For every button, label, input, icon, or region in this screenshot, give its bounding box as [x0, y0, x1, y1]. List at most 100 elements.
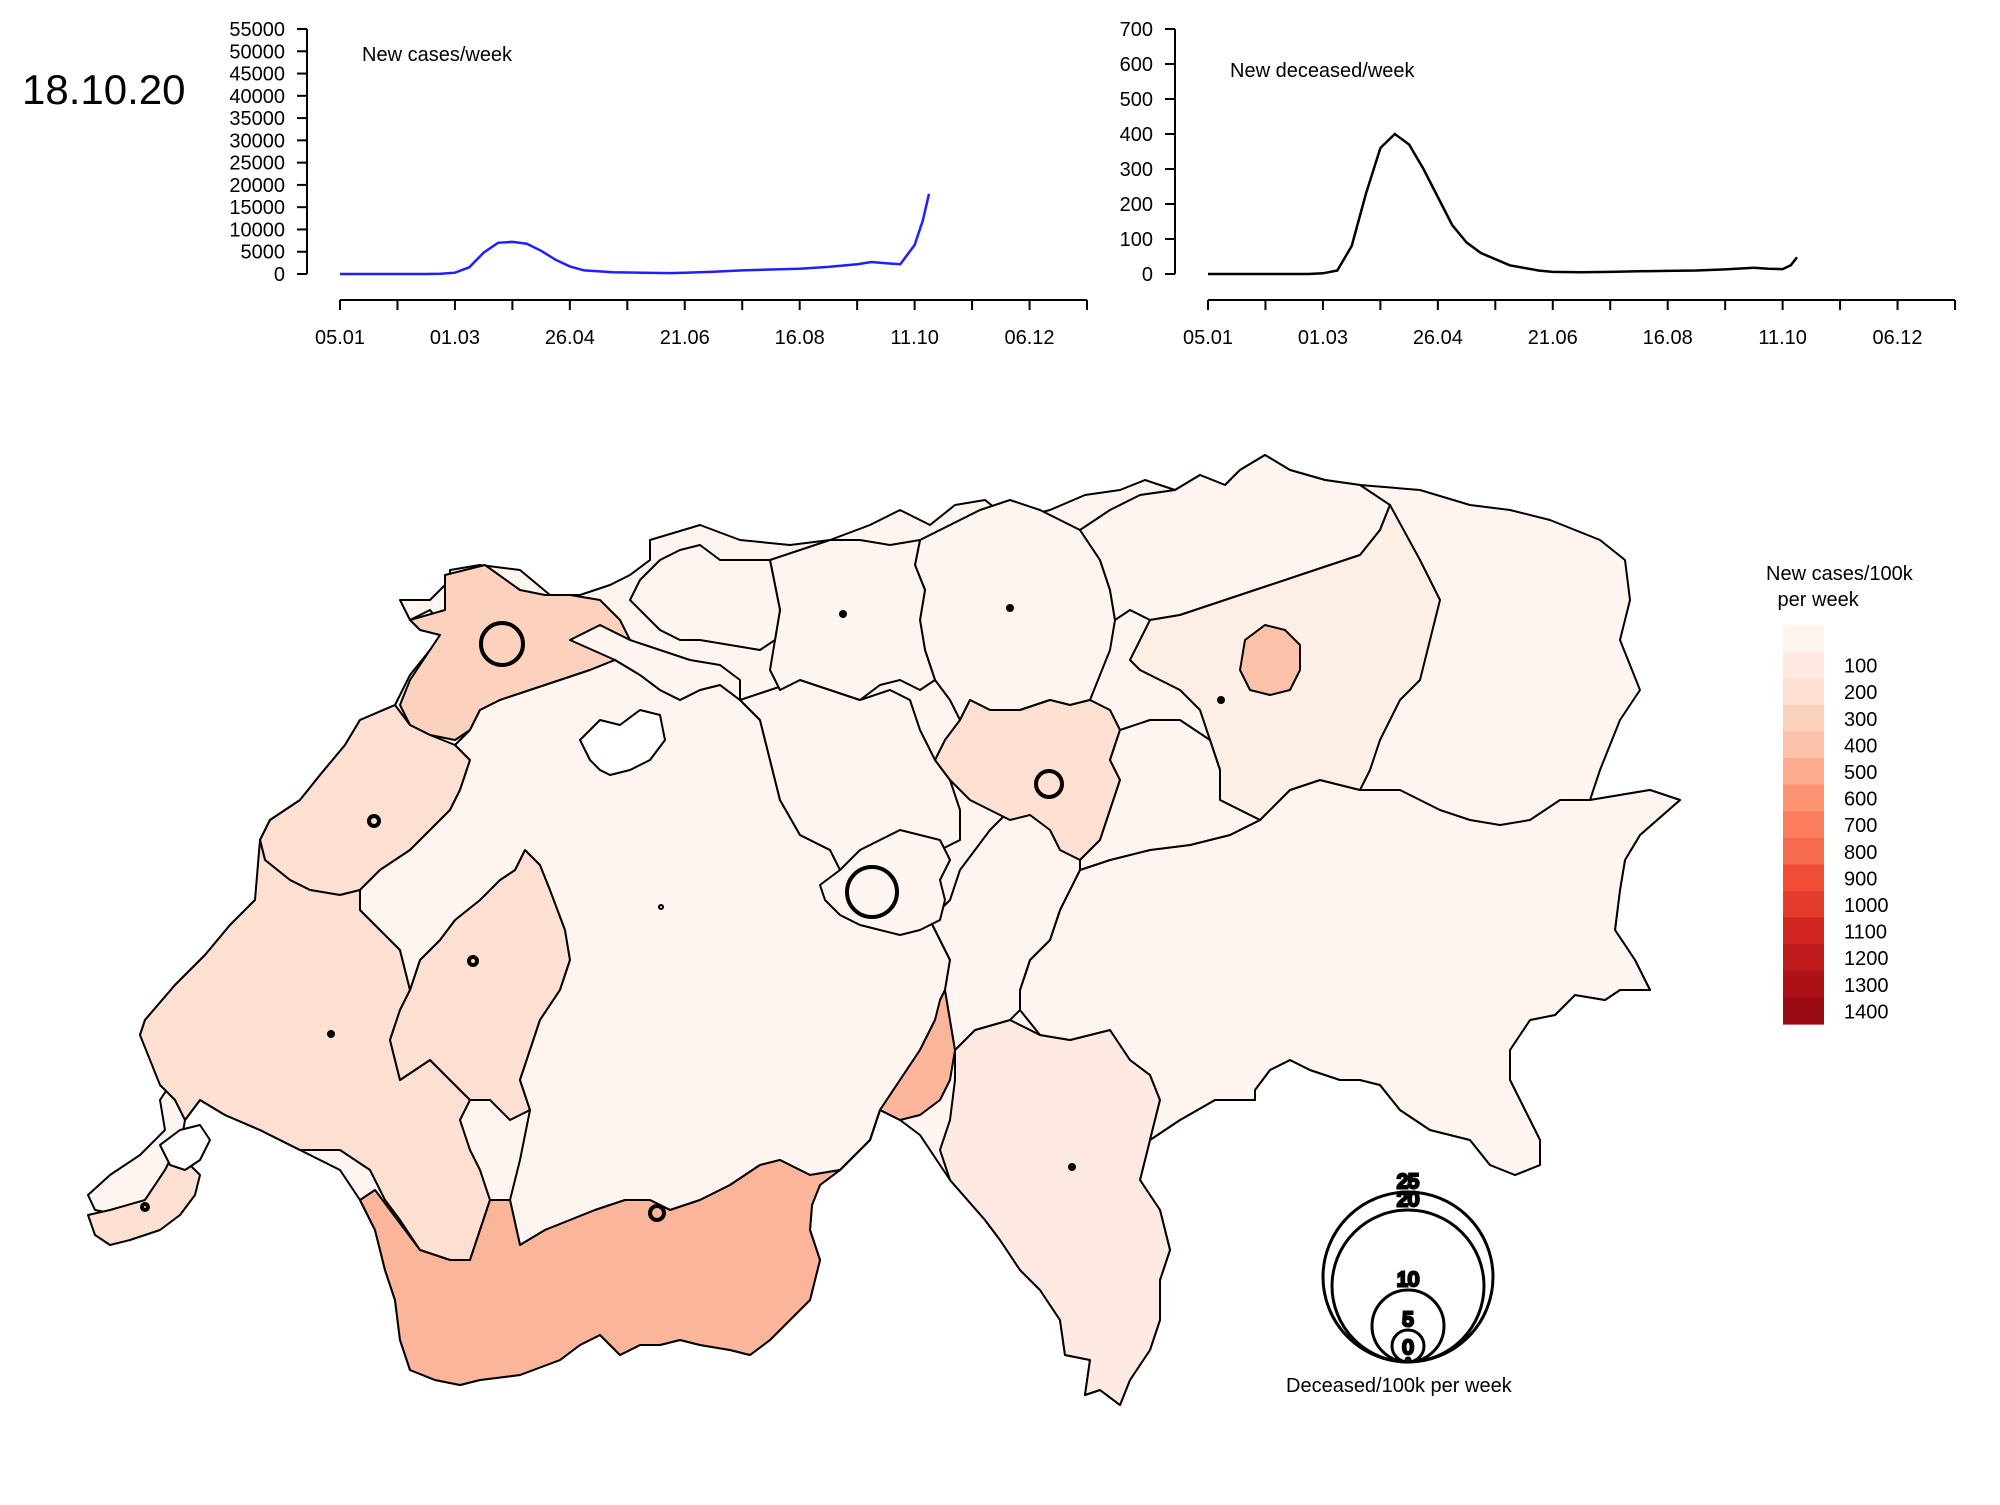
deaths-x-tick-label: 06.12	[1873, 327, 1923, 349]
canton-appenzell	[1239, 624, 1301, 696]
deceased-circle	[467, 955, 479, 967]
legend-swatch-label: 400	[1844, 735, 1877, 757]
cases-chart: 0500010000150002000025000300003500040000…	[229, 19, 1088, 349]
legend-swatch	[1783, 651, 1824, 679]
deceased-circle	[648, 1204, 666, 1222]
canton-glarus	[1079, 719, 1261, 871]
cases-x-tick-label: 11.10	[890, 327, 939, 349]
deceased-circle	[367, 814, 381, 828]
deceased-circle	[479, 621, 525, 667]
cases-y-tick-label: 30000	[229, 130, 285, 152]
color-legend: New cases/100k per week 100 200 300 400 500 6…	[1766, 563, 1914, 1025]
deaths-y-tick-label: 700	[1120, 19, 1153, 41]
legend-swatch	[1783, 891, 1824, 919]
legend-swatch-label: 900	[1844, 868, 1877, 890]
deaths-y-tick-label: 100	[1120, 229, 1153, 251]
legend-swatch	[1783, 811, 1824, 839]
legend-swatch	[1783, 784, 1824, 812]
legend-swatch	[1783, 678, 1824, 706]
deaths-y-tick-label: 400	[1120, 124, 1153, 146]
canton-ticino	[939, 1019, 1171, 1406]
legend-swatch-label: 800	[1844, 842, 1877, 864]
circle-legend-ring	[1404, 1356, 1412, 1364]
deaths-y-tick-label: 300	[1120, 159, 1153, 181]
legend-swatch	[1783, 758, 1824, 786]
date-label: 18.10.20	[22, 66, 186, 113]
legend-swatch	[1783, 970, 1824, 998]
cases-y-tick-label: 40000	[229, 86, 285, 108]
cases-series-line	[340, 193, 931, 276]
legend-swatch	[1783, 704, 1824, 732]
legend-swatch-label: 300	[1844, 709, 1877, 731]
deaths-y-tick-label: 0	[1142, 264, 1153, 286]
cases-y-tick-label: 0	[274, 264, 285, 286]
cases-y-tick-label: 15000	[229, 197, 285, 219]
canton-graubunden	[1019, 779, 1681, 1176]
legend-swatch	[1783, 997, 1824, 1025]
legend-swatch-label: 1100	[1844, 922, 1887, 944]
legend-swatch	[1783, 625, 1824, 653]
deaths-x-tick-label: 11.10	[1758, 327, 1807, 349]
circle-legend-label: 5	[1402, 1309, 1413, 1331]
deceased-circle	[839, 610, 847, 618]
cases-x-tick-label: 26.04	[545, 327, 595, 349]
cases-y-tick-label: 25000	[229, 153, 285, 175]
deceased-circle	[1034, 769, 1064, 799]
deceased-circle	[845, 865, 899, 919]
cases-y-tick-label: 5000	[241, 242, 286, 264]
circle-legend-label: 10	[1397, 1269, 1419, 1291]
deaths-x-tick-label: 26.04	[1413, 327, 1463, 349]
legend-swatch	[1783, 837, 1824, 865]
cases-y-tick-label: 55000	[229, 19, 285, 41]
circle-legend-title: Deceased/100k per week	[1286, 1375, 1513, 1397]
deaths-y-tick-label: 200	[1120, 194, 1153, 216]
deaths-x-tick-label: 01.03	[1298, 327, 1348, 349]
legend-swatch-label: 1400	[1844, 1001, 1889, 1023]
cases-y-tick-label: 10000	[229, 219, 285, 241]
switzerland-map	[87, 454, 1681, 1406]
deaths-x-tick-label: 16.08	[1643, 327, 1693, 349]
deaths-chart-title: New deceased/week	[1230, 60, 1416, 82]
deceased-circle	[1006, 604, 1014, 612]
deaths-x-tick-label: 05.01	[1183, 327, 1233, 349]
cases-x-tick-label: 06.12	[1005, 327, 1055, 349]
legend-swatch-label: 100	[1844, 656, 1877, 678]
canton-valais	[359, 989, 956, 1386]
legend-swatch-label: 1300	[1844, 975, 1889, 997]
deaths-y-tick-label: 600	[1120, 54, 1153, 76]
deaths-chart: 0 100 200 300 400 500 600 700 05.01 01.03 26.04 21…	[1120, 19, 1956, 349]
circle-legend-label: 25	[1397, 1171, 1419, 1193]
cases-x-tick-label: 01.03	[430, 327, 480, 349]
legend-title-line1: New cases/100k	[1766, 563, 1914, 585]
cases-x-tick-label: 05.01	[315, 327, 365, 349]
deceased-circle	[1217, 696, 1225, 704]
deceased-circles	[140, 604, 1225, 1222]
canton-aargau	[769, 539, 936, 701]
circle-legend-label: 0	[1402, 1337, 1413, 1359]
lake-geneva-edge	[159, 1124, 211, 1171]
deceased-circle	[1068, 1163, 1076, 1171]
legend-title-line2: per week	[1772, 589, 1860, 611]
legend-swatch-label: 700	[1844, 815, 1877, 837]
cases-chart-title: New cases/week	[362, 44, 513, 66]
legend-swatch-label: 200	[1844, 682, 1877, 704]
legend-swatch	[1783, 917, 1824, 945]
cases-y-tick-label: 20000	[229, 175, 285, 197]
legend-swatch-label: 1000	[1844, 895, 1889, 917]
cases-y-tick-label: 35000	[229, 108, 285, 130]
legend-swatch	[1783, 944, 1824, 972]
lake-neuchatel	[579, 709, 666, 776]
cases-y-tick-label: 45000	[229, 64, 285, 86]
legend-swatch	[1783, 864, 1824, 892]
deceased-circle	[327, 1030, 335, 1038]
deceased-circle	[140, 1202, 150, 1212]
deaths-x-tick-label: 21.06	[1528, 327, 1578, 349]
cases-x-tick-label: 21.06	[660, 327, 710, 349]
legend-swatch-label: 500	[1844, 762, 1877, 784]
canton-solothurn	[569, 624, 741, 701]
deceased-circle	[658, 904, 664, 910]
legend-swatch-label: 1200	[1844, 948, 1889, 970]
legend-swatch	[1783, 731, 1824, 759]
circle-legend-label: 20	[1397, 1189, 1419, 1211]
